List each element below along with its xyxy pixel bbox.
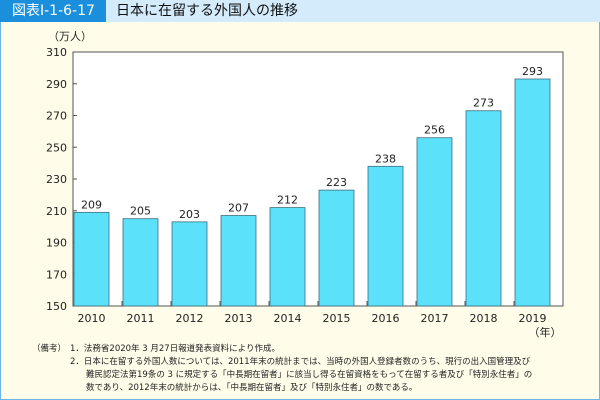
data-label: 238	[375, 152, 396, 165]
x-tick-label: 2015	[323, 312, 351, 325]
x-tick-label: 2013	[225, 312, 253, 325]
y-tick-label: 150	[46, 300, 67, 313]
x-tick-label: 2011	[127, 312, 155, 325]
bar-2019	[514, 78, 551, 307]
note-2: 2．日本に在留する外国人数については、2011年末の統計までは、当時の外国人登録…	[70, 357, 531, 367]
notes-label: （備考）	[32, 344, 67, 354]
data-label: 223	[326, 176, 347, 189]
data-label: 273	[473, 97, 494, 110]
bar-2015	[318, 189, 355, 307]
note-2-cont: 難民認定法第19条の 3 に規定する「中長期在留者」に該当し得る在留資格をもって…	[86, 370, 533, 380]
y-tick-label: 230	[46, 173, 67, 186]
x-tick-label: 2016	[372, 312, 400, 325]
x-tick-label: 2014	[274, 312, 302, 325]
bar-2013	[220, 215, 257, 307]
data-label: 256	[424, 124, 445, 137]
x-tick-label: 2012	[176, 312, 204, 325]
x-tick-label: 2017	[421, 312, 449, 325]
data-label: 205	[130, 205, 151, 218]
bar-2012	[171, 221, 208, 307]
note-1: 1．法務省2020年 3 月27日報道発表資料により作成。	[70, 344, 280, 354]
bar-2017	[416, 137, 453, 307]
y-tick-label: 310	[46, 46, 67, 59]
figure-title: 日本に在留する外国人の推移	[116, 3, 298, 19]
bar-2010	[73, 211, 110, 307]
y-tick-label: 270	[46, 110, 67, 123]
data-label: 212	[277, 194, 298, 207]
x-tick-label: 2010	[78, 312, 106, 325]
figure-id: 図表Ⅰ-1-6-17	[0, 0, 106, 22]
data-label: 209	[81, 198, 102, 211]
y-tick-label: 210	[46, 205, 67, 218]
bar-2016	[367, 165, 404, 307]
y-tick-label: 190	[46, 237, 67, 250]
bar-2011	[122, 218, 159, 307]
x-tick-label: 2018	[470, 312, 498, 325]
data-label: 203	[179, 208, 200, 221]
y-tick-label: 290	[46, 78, 67, 91]
note-2-cont2: 数であり、2012年末の統計からは、「中長期在留者」及び「特別永住者」の数である…	[86, 383, 418, 393]
data-label: 207	[228, 202, 249, 215]
y-axis-unit-label: （万人）	[48, 30, 92, 43]
bar-2018	[465, 110, 502, 307]
x-axis-unit-label: （年）	[529, 325, 562, 339]
y-tick-label: 170	[46, 268, 67, 281]
x-tick-label: 2019	[519, 312, 547, 325]
figure-header: 図表Ⅰ-1-6-17 日本に在留する外国人の推移	[0, 0, 600, 22]
data-label: 293	[522, 65, 543, 78]
y-tick-label: 250	[46, 141, 67, 154]
bar-2014	[269, 207, 306, 307]
